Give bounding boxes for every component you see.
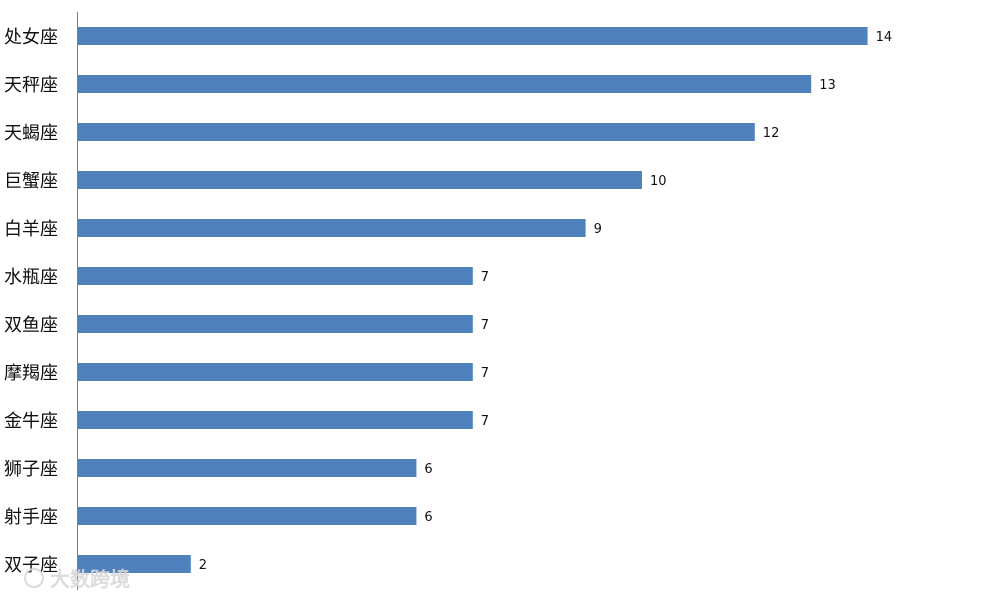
- bar: [78, 219, 586, 237]
- bar: [78, 267, 473, 285]
- category-label: 天蝎座: [4, 123, 58, 144]
- watermark-text: 大数跨境: [50, 567, 130, 591]
- bar: [78, 75, 812, 93]
- bars-group: 处女座 14 天秤座 13 天蝎座 12 巨蟹座 10 白羊座 9 水瓶座 7 双鱼座 7 摩羯座 7 金牛座 7…: [4, 27, 892, 576]
- data-label: 7: [481, 318, 489, 333]
- data-label: 10: [650, 174, 667, 189]
- category-label: 狮子座: [4, 459, 58, 480]
- category-label: 白羊座: [4, 219, 58, 240]
- category-label: 双子座: [4, 555, 58, 576]
- bar: [78, 411, 473, 429]
- data-label: 6: [424, 462, 432, 477]
- watermark-logo-icon: [24, 568, 44, 588]
- data-label: 7: [481, 414, 489, 429]
- bar: [78, 459, 417, 477]
- bar: [78, 27, 868, 45]
- category-label: 金牛座: [4, 411, 58, 432]
- category-label: 摩羯座: [4, 363, 58, 384]
- data-label: 7: [481, 366, 489, 381]
- data-label: 14: [876, 30, 893, 45]
- category-label: 巨蟹座: [4, 171, 58, 192]
- category-label: 处女座: [4, 27, 58, 48]
- bar: [78, 123, 755, 141]
- bar: [78, 507, 417, 525]
- category-label: 天秤座: [4, 75, 58, 96]
- bar: [78, 363, 473, 381]
- data-label: 9: [594, 222, 602, 237]
- data-label: 12: [763, 126, 780, 141]
- data-label: 2: [199, 558, 207, 573]
- data-label: 6: [424, 510, 432, 525]
- bar: [78, 555, 191, 573]
- bar: [78, 315, 473, 333]
- watermark: 大数跨境: [24, 567, 130, 591]
- category-label: 射手座: [4, 507, 58, 528]
- category-label: 水瓶座: [4, 267, 58, 288]
- bar: [78, 171, 642, 189]
- category-label: 双鱼座: [4, 315, 58, 336]
- data-label: 13: [819, 78, 836, 93]
- data-label: 7: [481, 270, 489, 285]
